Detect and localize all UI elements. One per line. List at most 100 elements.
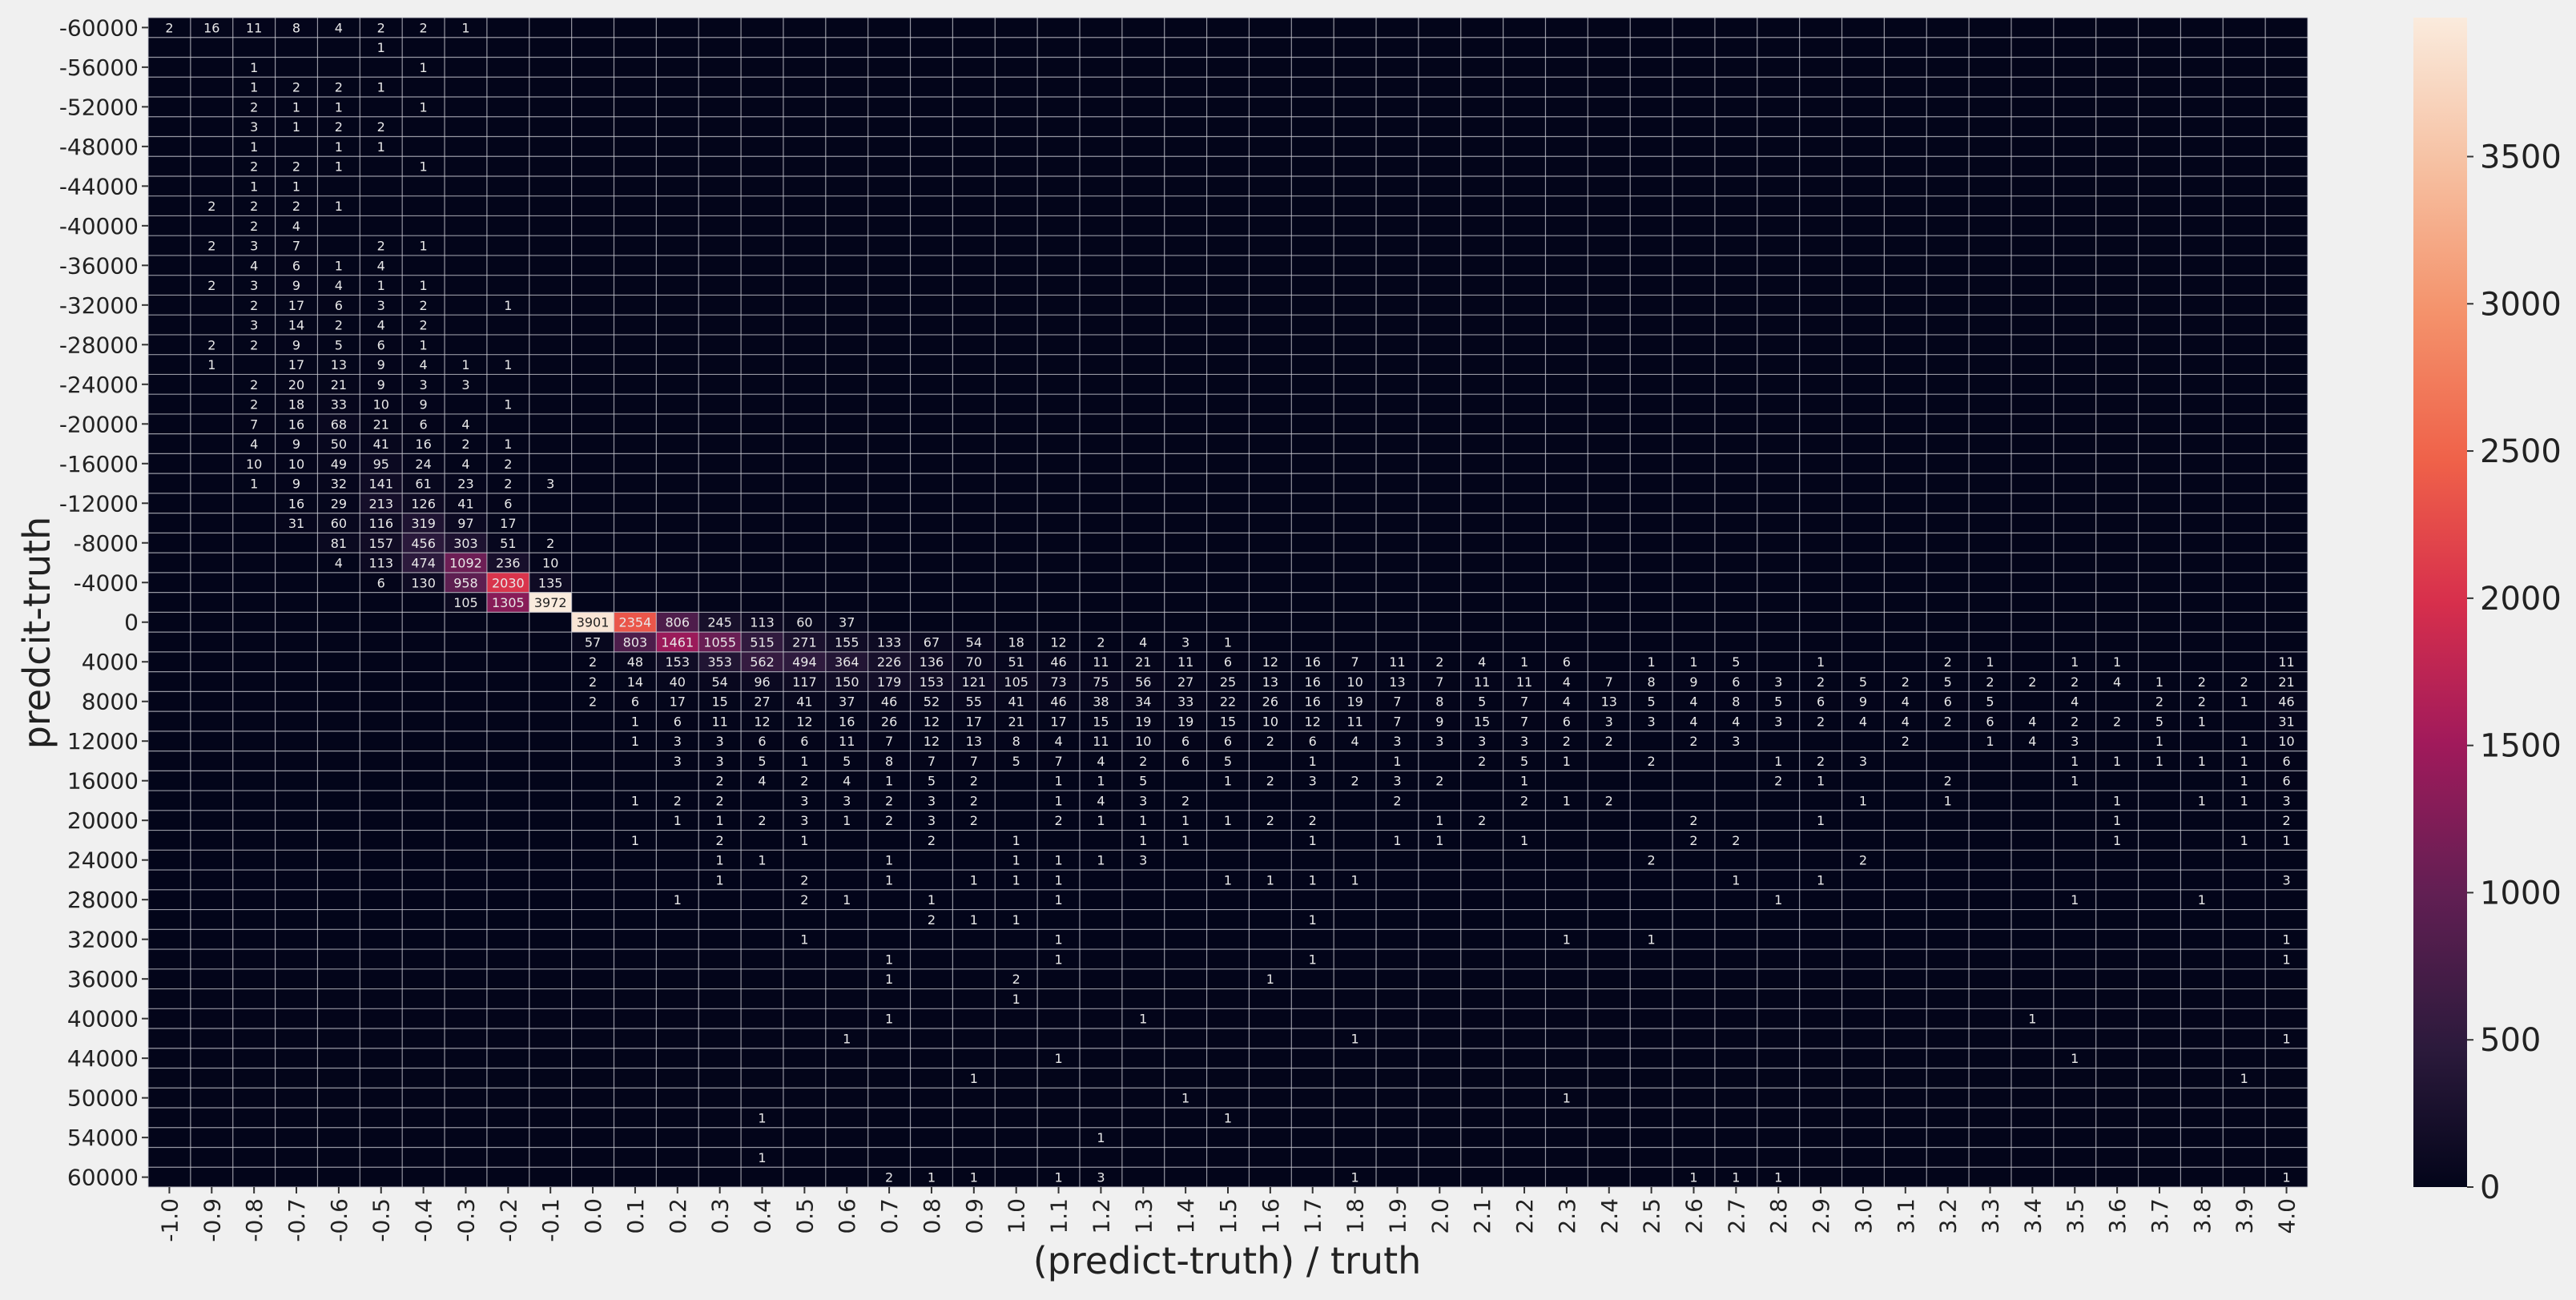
heatmap-cell: [867, 870, 911, 890]
heatmap-cell: [1545, 751, 1588, 771]
heatmap-cell: [995, 830, 1038, 851]
x-tick-label: 2.2: [1511, 1198, 1538, 1234]
cell-value-label: 19: [1346, 694, 1362, 710]
heatmap-cell: [1418, 730, 1461, 751]
cell-value-label: 1: [758, 1110, 766, 1125]
heatmap-cell: [1291, 651, 1334, 672]
cell-value-label: 2: [461, 437, 469, 452]
heatmap-cell: [1969, 730, 2011, 751]
cell-value-label: 3: [674, 734, 682, 749]
cell-value-label: 17: [1050, 714, 1066, 729]
cell-value-label: 16: [1305, 654, 1321, 670]
x-tick-label: 0.2: [665, 1198, 691, 1234]
cell-value-label: 6: [758, 734, 766, 749]
heatmap-cell: [1037, 949, 1080, 969]
x-tick-label: 3.1: [1893, 1198, 1919, 1234]
heatmap-cell: [2095, 751, 2139, 771]
cell-value-label: 10: [1135, 734, 1151, 749]
cell-value-label: 2: [589, 694, 597, 710]
cell-value-label: 4: [843, 774, 851, 789]
cell-value-label: 2: [1944, 654, 1952, 670]
cell-value-label: 27: [1177, 674, 1193, 690]
cell-value-label: 1: [2282, 952, 2290, 967]
cell-value-label: 16: [415, 437, 431, 452]
heatmap-cell: [190, 334, 233, 355]
cell-value-label: 68: [331, 417, 347, 432]
x-tick-label: 0.4: [750, 1198, 776, 1234]
cell-value-label: 2: [885, 793, 893, 808]
heatmap-cell: [317, 334, 360, 355]
cell-value-label: 3901: [577, 615, 610, 630]
cell-value-label: 2: [970, 793, 978, 808]
cell-value-label: 10: [542, 556, 558, 571]
heatmap-cell: [1799, 691, 1842, 712]
x-tick-label: 0.6: [834, 1198, 860, 1234]
cell-value-label: 1: [1224, 872, 1232, 887]
cell-value-label: 1: [2071, 1051, 2079, 1066]
heatmap-cell: [698, 751, 742, 771]
cell-value-label: 11: [1516, 674, 1532, 690]
cell-value-label: 2: [758, 813, 766, 828]
heatmap-cell: [2053, 651, 2096, 672]
heatmap-cell: [952, 870, 996, 890]
heatmap-cell: [1545, 929, 1588, 950]
cell-value-label: 1: [377, 80, 385, 95]
heatmap-cell: [1841, 671, 1885, 692]
cell-value-label: 81: [331, 536, 347, 551]
cell-value-label: 3: [377, 298, 385, 313]
x-tick-label: 1.0: [1004, 1198, 1030, 1234]
cell-value-label: 1: [1266, 872, 1274, 887]
heatmap-cell: [656, 791, 699, 811]
cell-value-label: 18: [1008, 634, 1024, 650]
heatmap-cell: [1249, 771, 1292, 791]
cell-value-label: 2: [504, 477, 512, 492]
heatmap-cell: [232, 413, 276, 434]
cell-value-label: 4: [461, 417, 469, 432]
heatmap-cell: [995, 711, 1038, 731]
heatmap-cell: [656, 711, 699, 731]
heatmap-cell: [1334, 691, 1377, 712]
heatmap-cell: [445, 572, 487, 593]
cell-value-label: 5: [1944, 674, 1952, 690]
x-tick-label: 1.2: [1088, 1198, 1114, 1234]
cell-value-label: 17: [670, 694, 686, 710]
cell-value-label: 1: [970, 1170, 978, 1185]
cell-value-label: 1: [504, 357, 512, 372]
cell-value-label: 1: [2071, 754, 2079, 769]
cell-value-label: 1: [292, 99, 300, 115]
cell-value-label: 2: [1605, 793, 1613, 808]
cell-value-label: 15: [1474, 714, 1490, 729]
cell-value-label: 1: [377, 40, 385, 55]
cell-value-label: 10: [2278, 734, 2294, 749]
heatmap-cell: [1249, 730, 1292, 751]
cell-value-label: 4: [1097, 754, 1105, 769]
heatmap-cell: [1926, 791, 1970, 811]
cell-value-label: 1: [1012, 853, 1020, 868]
heatmap-cell: [360, 136, 403, 157]
heatmap-cell: [1291, 830, 1334, 851]
cell-value-label: 1: [2198, 793, 2206, 808]
heatmap-cell: [995, 870, 1038, 890]
heatmap-cell: [1926, 671, 1970, 692]
cell-value-label: 1: [1435, 813, 1443, 828]
cell-value-label: 2354: [619, 615, 652, 630]
cell-value-label: 121: [962, 674, 987, 690]
x-tick-label: 2.0: [1427, 1198, 1453, 1234]
y-tick-label: -4000: [74, 570, 139, 596]
cell-value-label: 1: [1054, 1170, 1062, 1185]
cell-value-label: 16: [288, 496, 304, 511]
cell-value-label: 10: [288, 457, 304, 472]
heatmap-cell: [445, 553, 487, 573]
cell-value-label: 7: [1350, 654, 1358, 670]
cell-value-label: 9: [1689, 674, 1697, 690]
heatmap-cell: [741, 612, 783, 633]
heatmap-cell: [656, 671, 699, 692]
cell-value-label: 2: [1986, 674, 1994, 690]
heatmap-cell: [317, 156, 360, 176]
cell-value-label: 1: [207, 357, 215, 372]
heatmap-cell: [995, 632, 1038, 652]
heatmap-cell: [275, 374, 318, 395]
heatmap-cell: [2138, 751, 2181, 771]
cell-value-label: 4: [1732, 714, 1740, 729]
cell-value-label: 2: [250, 298, 258, 313]
